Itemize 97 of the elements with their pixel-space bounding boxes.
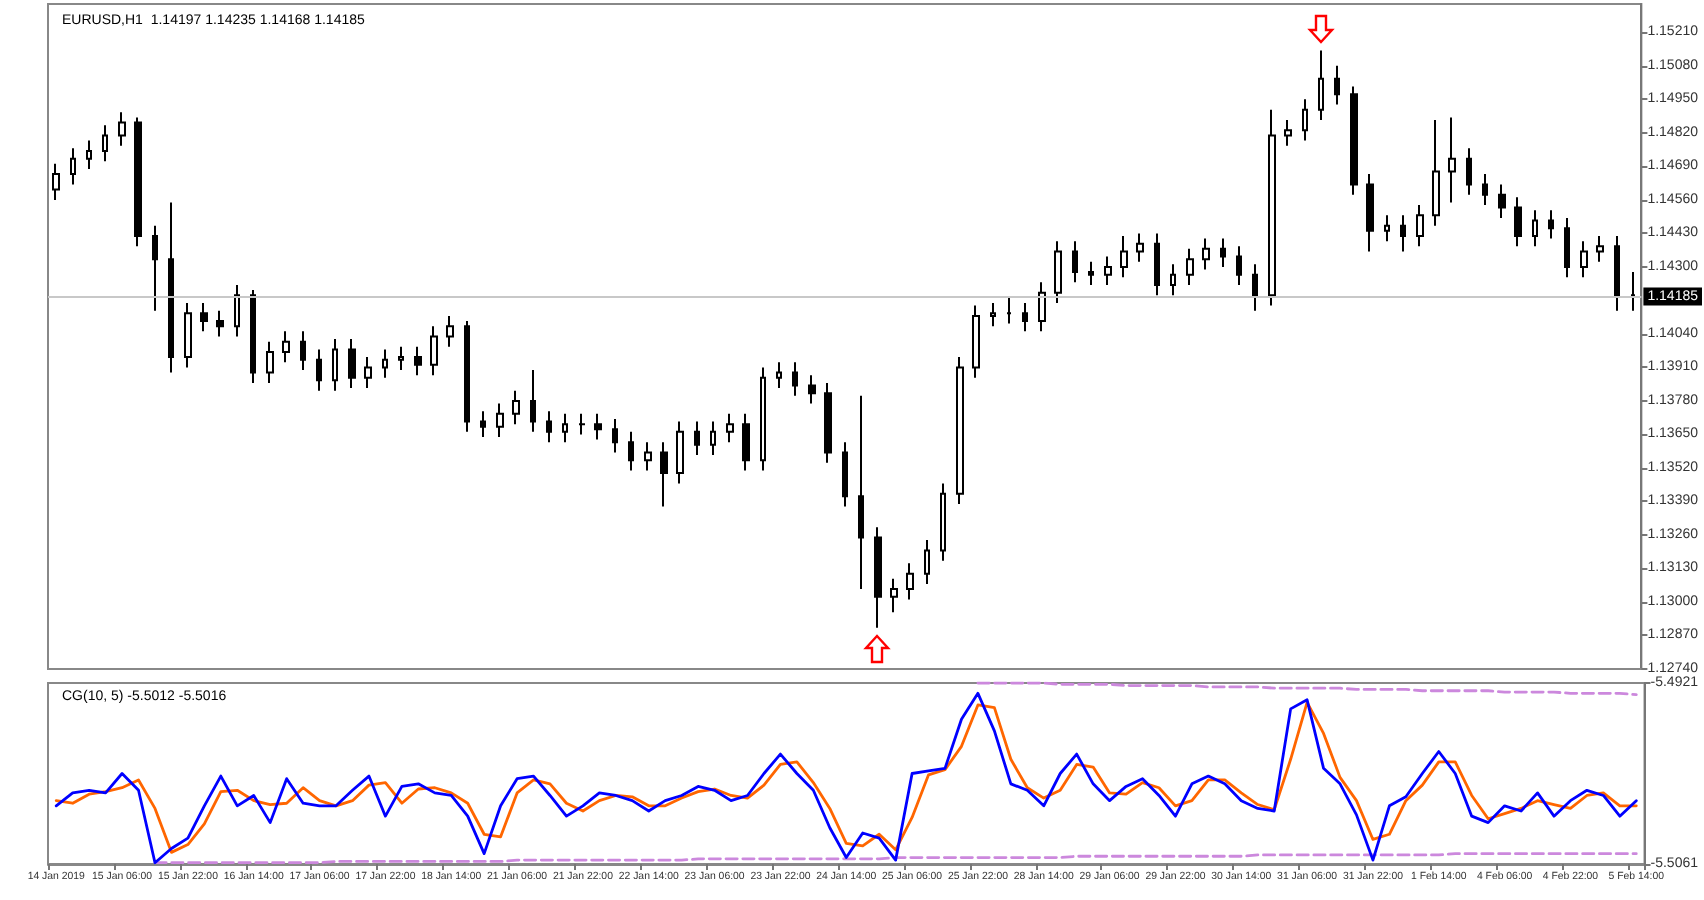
candlestick: [1416, 204, 1424, 248]
candlestick: [694, 420, 700, 457]
candlestick: [808, 374, 816, 405]
candlestick: [266, 340, 274, 384]
candlestick: [300, 330, 306, 372]
candlestick: [1350, 85, 1358, 196]
candlestick: [660, 441, 668, 508]
candlestick: [990, 301, 996, 328]
candlestick: [1072, 240, 1078, 284]
candlestick: [152, 224, 158, 312]
candlestick: [52, 162, 60, 201]
candlestick: [1466, 147, 1472, 196]
candlestick: [1268, 108, 1276, 307]
candlestick: [1498, 183, 1506, 219]
candlestick: [1022, 301, 1028, 333]
candlestick: [1334, 64, 1340, 106]
candlestick: [1252, 263, 1258, 312]
candlestick: [464, 320, 470, 433]
candlestick: [676, 420, 684, 485]
candlestick: [562, 412, 568, 444]
candlestick: [1220, 237, 1226, 268]
candlestick: [1432, 118, 1440, 227]
candlestick: [446, 314, 454, 348]
candlestick: [70, 147, 76, 186]
candlestick: [430, 325, 438, 377]
candlestick: [890, 577, 898, 614]
candlestick: [512, 389, 520, 426]
candlestick: [858, 394, 864, 591]
candlestick: [168, 201, 174, 374]
candlestick: [1532, 209, 1538, 248]
candlestick: [216, 309, 224, 338]
candlestick: [776, 361, 782, 390]
candlestick: [824, 381, 832, 464]
candlestick: [1038, 281, 1046, 333]
candlestick: [924, 539, 930, 585]
candlestick: [760, 366, 766, 472]
candlestick: [250, 289, 256, 384]
candlestick: [1482, 173, 1488, 207]
candlestick: [134, 116, 142, 248]
candlestick: [316, 348, 322, 392]
candlestick: [364, 356, 372, 390]
candlestick: [1564, 216, 1570, 279]
candlestick: [1302, 98, 1308, 142]
candlestick: [398, 345, 404, 372]
candlestick: [1136, 232, 1144, 263]
candlestick: [184, 301, 192, 369]
candlestick: [906, 562, 914, 601]
candlestick: [628, 430, 634, 472]
candlestick: [1448, 116, 1456, 204]
candlestick: [480, 410, 486, 439]
candlestick: [86, 139, 92, 170]
candlestick: [1366, 173, 1374, 253]
candlestick: [530, 369, 536, 433]
candlestick: [1318, 49, 1324, 121]
candlestick: [282, 330, 290, 364]
candlestick: [102, 124, 108, 163]
candlestick: [1284, 118, 1292, 147]
candlestick: [1120, 234, 1128, 279]
candlestick: [644, 441, 652, 472]
candlestick: [972, 304, 980, 379]
candlestick: [1202, 237, 1210, 271]
candlestick: [792, 361, 798, 397]
candlestick: [1088, 260, 1094, 286]
candlestick: [200, 301, 208, 333]
candlestick: [546, 410, 552, 444]
candlestick: [1170, 263, 1176, 297]
candlestick: [1630, 271, 1636, 312]
candlestick: [1236, 245, 1242, 286]
candlestick: [496, 402, 504, 439]
candlestick: [594, 412, 602, 441]
candlestick: [578, 412, 586, 436]
candlestick: [1514, 196, 1522, 248]
candlestick: [382, 348, 388, 379]
candlestick: [1186, 247, 1194, 286]
candlestick: [1054, 240, 1062, 304]
candlestick: [1548, 209, 1554, 240]
candlestick: [1580, 240, 1588, 279]
candlestick: [1596, 234, 1604, 263]
candlestick: [414, 345, 422, 377]
candlestick: [118, 111, 126, 147]
candlestick: [874, 526, 882, 629]
candlestick: [348, 338, 356, 390]
candlestick: [1006, 296, 1012, 325]
candlestick: [332, 338, 338, 392]
candlestick: [234, 283, 240, 338]
candlestick: [1384, 214, 1390, 243]
candlestick: [726, 412, 734, 444]
candlestick: [710, 420, 716, 457]
candlestick: [612, 417, 618, 454]
candlestick: [1400, 214, 1406, 253]
candlestick: [956, 356, 964, 506]
candlestick: [940, 482, 946, 562]
candlestick: [842, 441, 848, 508]
candlestick: [1154, 232, 1160, 297]
candlestick: [1104, 255, 1112, 286]
candlestick: [742, 412, 750, 472]
candlestick: [1614, 234, 1620, 312]
